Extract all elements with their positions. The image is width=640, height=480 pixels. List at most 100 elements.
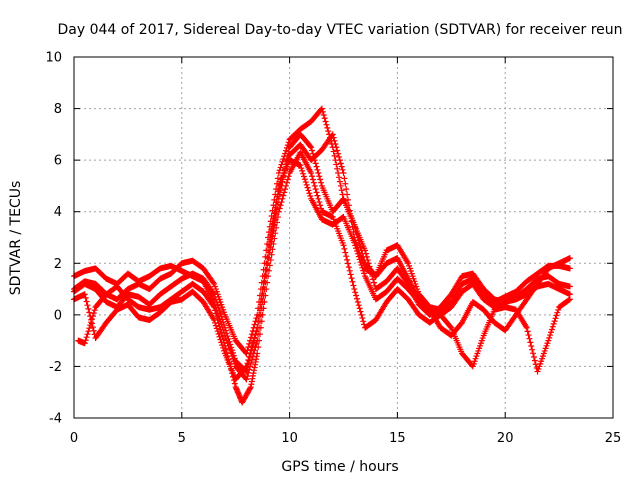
- data-point: [314, 166, 321, 173]
- data-point: [529, 346, 536, 353]
- data-point: [325, 128, 332, 135]
- data-point: [275, 208, 282, 215]
- data-point: [277, 202, 284, 209]
- data-point: [255, 318, 262, 325]
- data-point: [321, 115, 328, 122]
- data-point: [276, 205, 283, 212]
- data-point: [330, 148, 337, 155]
- data-point: [566, 255, 573, 262]
- data-point: [219, 316, 226, 323]
- data-point: [88, 320, 95, 327]
- data-point: [245, 356, 252, 363]
- data-point: [285, 173, 292, 180]
- data-point: [226, 338, 233, 345]
- data-point: [212, 296, 219, 303]
- data-point: [318, 205, 325, 212]
- data-point: [530, 350, 537, 357]
- data-point: [84, 331, 91, 338]
- data-point: [274, 214, 281, 221]
- data-point: [91, 307, 98, 314]
- data-point: [309, 176, 316, 183]
- data-point: [213, 299, 220, 306]
- data-point: [341, 245, 348, 252]
- data-point: [255, 344, 262, 351]
- data-point: [335, 170, 342, 177]
- data-point: [548, 326, 555, 333]
- data-point: [283, 179, 290, 186]
- data-point: [304, 184, 311, 191]
- data-point: [221, 321, 228, 328]
- data-point: [260, 305, 267, 312]
- data-point: [524, 328, 531, 335]
- data-point: [251, 321, 258, 328]
- data-point: [84, 302, 91, 309]
- data-point: [256, 337, 263, 344]
- data-point: [311, 182, 318, 189]
- data-point: [352, 289, 359, 296]
- data-point: [331, 152, 338, 159]
- data-point: [246, 353, 253, 360]
- data-point: [350, 282, 357, 289]
- data-point: [251, 334, 258, 341]
- data-point: [343, 186, 350, 193]
- data-point: [274, 175, 281, 182]
- data-point: [300, 173, 307, 180]
- data-point: [221, 324, 228, 331]
- data-point: [213, 325, 220, 332]
- data-point: [545, 337, 552, 344]
- data-point: [566, 291, 573, 298]
- data-point: [565, 297, 572, 304]
- data-point: [283, 147, 290, 154]
- data-point: [344, 260, 351, 267]
- data-point: [303, 181, 310, 188]
- data-point: [351, 286, 358, 293]
- x-tick-label: 20: [497, 431, 514, 446]
- data-point: [358, 311, 365, 318]
- data-point: [313, 189, 320, 196]
- data-point: [552, 315, 559, 322]
- y-axis-label: SDTVAR / TECUs: [8, 181, 24, 296]
- data-point: [307, 143, 314, 150]
- data-point: [318, 105, 325, 112]
- x-tick-label: 25: [605, 431, 622, 446]
- data-point: [312, 186, 319, 193]
- data-point: [340, 170, 347, 177]
- data-point: [218, 339, 225, 346]
- data-point: [306, 190, 313, 197]
- data-point: [257, 301, 264, 308]
- data-point: [310, 179, 317, 186]
- data-point: [261, 298, 268, 305]
- data-point: [546, 334, 553, 341]
- data-point: [349, 278, 356, 285]
- data-point: [315, 195, 322, 202]
- data-point: [345, 202, 352, 209]
- data-point: [447, 323, 454, 330]
- data-point: [269, 227, 276, 234]
- data-point: [345, 264, 352, 271]
- series-track-5: [71, 131, 573, 383]
- data-point: [530, 353, 537, 360]
- axis-ticks: 0 5 10 15 20 25 -4 -2 0 2 4 6 8 10: [45, 51, 621, 447]
- data-point: [247, 385, 254, 392]
- data-point: [253, 327, 260, 334]
- data-point: [284, 142, 291, 149]
- data-point: [273, 224, 280, 231]
- data-point: [347, 213, 354, 220]
- data-point: [283, 182, 290, 189]
- y-tick-label: 4: [54, 205, 62, 220]
- data-point: [338, 163, 345, 170]
- data-point: [269, 220, 276, 227]
- data-point: [265, 273, 272, 280]
- data-point: [323, 121, 330, 128]
- data-point: [265, 267, 272, 274]
- data-point: [271, 209, 278, 216]
- data-point: [278, 161, 285, 168]
- data-point: [331, 137, 338, 144]
- data-points: [71, 105, 573, 406]
- data-point: [220, 344, 227, 351]
- data-point: [274, 199, 281, 206]
- data-point: [353, 292, 360, 299]
- data-point: [312, 160, 319, 167]
